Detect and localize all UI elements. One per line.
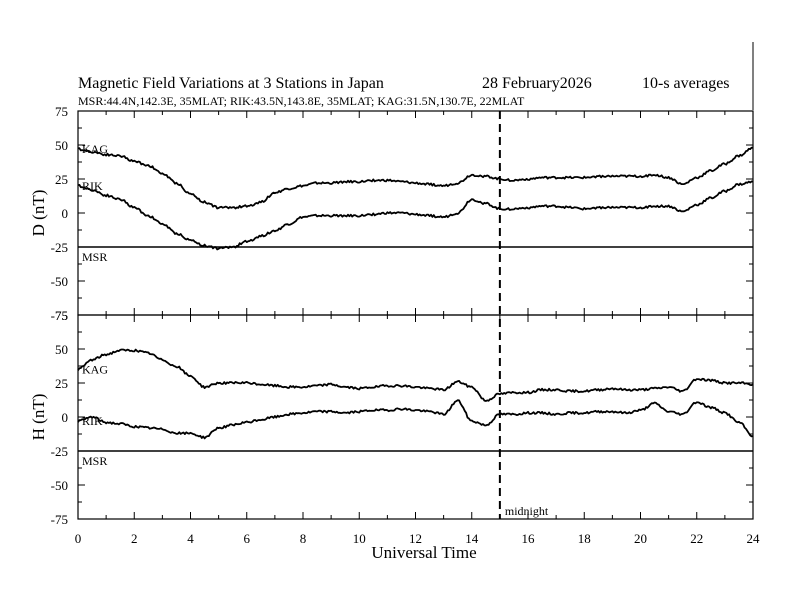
series-label-kag: KAG — [82, 362, 108, 376]
y-tick-label: 50 — [55, 138, 68, 153]
series-line-h-rik — [77, 399, 754, 440]
x-tick-label: 4 — [187, 531, 194, 546]
y-tick-label: 75 — [55, 308, 68, 323]
x-tick-label: 10 — [353, 531, 366, 546]
y-tick-label: 50 — [55, 342, 68, 357]
y-tick-label: -75 — [51, 308, 68, 323]
y-tick-label: 0 — [62, 206, 69, 221]
y-tick-label: 75 — [55, 104, 68, 119]
x-tick-label: 12 — [409, 531, 422, 546]
x-tick-label: 14 — [465, 531, 479, 546]
x-tick-label: 24 — [747, 531, 761, 546]
y-tick-label: 25 — [55, 376, 68, 391]
series-line-d-kag — [77, 146, 754, 210]
x-axis-title: Universal Time — [371, 543, 476, 562]
series-line-d-rik — [77, 180, 754, 251]
chart-title: Magnetic Field Variations at 3 Stations … — [78, 75, 384, 92]
x-tick-label: 20 — [634, 531, 647, 546]
station-coordinates: MSR:44.4N,142.3E, 35MLAT; RIK:43.5N,143.… — [78, 94, 525, 108]
x-tick-label: 2 — [131, 531, 138, 546]
d-axis-title: D (nT) — [29, 190, 48, 237]
series-label-rik: RIK — [82, 414, 103, 428]
y-tick-label: -25 — [51, 240, 68, 255]
series-label-msr: MSR — [82, 454, 107, 468]
x-tick-label: 0 — [75, 531, 82, 546]
y-tick-label: -50 — [51, 478, 68, 493]
chart-date: 28 February2026 — [482, 75, 592, 92]
h-panel-frame — [77, 314, 754, 520]
y-tick-label: -50 — [51, 274, 68, 289]
x-tick-label: 8 — [300, 531, 307, 546]
y-tick-label: -25 — [51, 444, 68, 459]
d-panel-frame — [77, 110, 754, 316]
x-tick-label: 18 — [578, 531, 591, 546]
series-line-h-kag — [77, 348, 754, 402]
x-tick-label: 6 — [244, 531, 251, 546]
x-tick-label: 16 — [522, 531, 536, 546]
chart-averaging: 10-s averages — [642, 75, 730, 92]
series-label-msr: MSR — [82, 250, 107, 264]
series-label-rik: RIK — [82, 179, 103, 193]
series-label-kag: KAG — [82, 142, 108, 156]
x-tick-label: 22 — [690, 531, 703, 546]
h-axis-title: H (nT) — [29, 394, 48, 441]
midnight-label: midnight — [505, 504, 549, 518]
y-tick-label: 25 — [55, 172, 68, 187]
y-tick-label: -75 — [51, 512, 68, 527]
y-tick-label: 0 — [62, 410, 69, 425]
